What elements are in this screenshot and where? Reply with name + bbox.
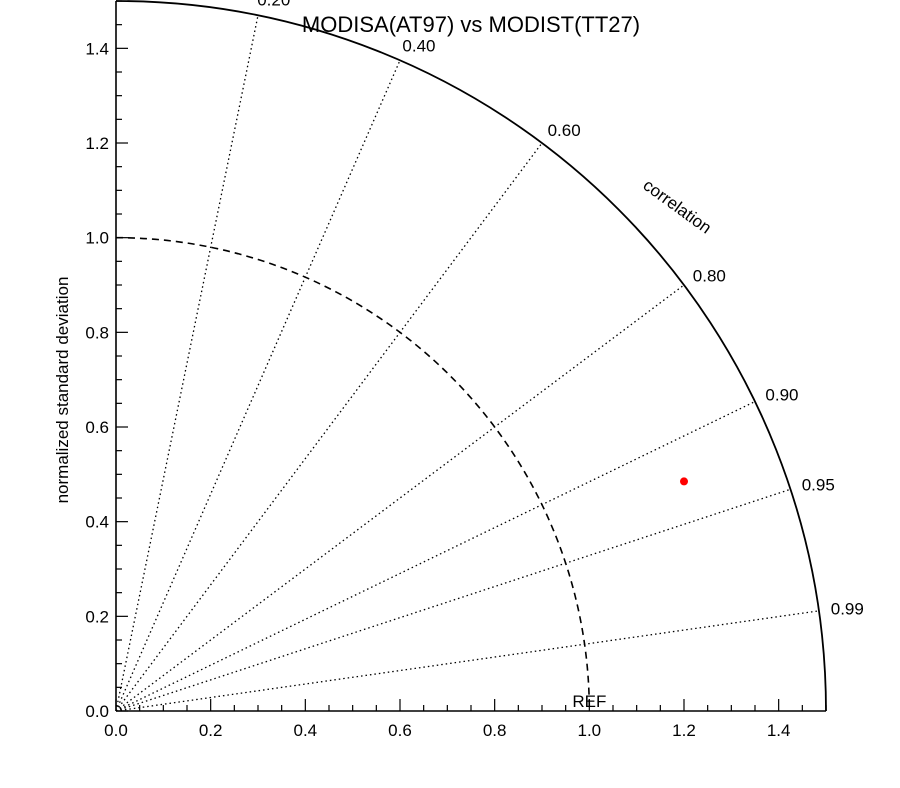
chart-title: MODISA(AT97) vs MODIST(TT27) [302,12,640,37]
correlation-tick-label: 0.60 [548,121,581,140]
correlation-ray [115,142,543,712]
x-tick-label: 0.6 [388,721,412,740]
y-tick-label: 0.8 [85,323,109,342]
y-tick-label: 1.2 [85,134,109,153]
correlation-tick-label: 0.80 [693,266,726,285]
correlation-axis-label: correlation [640,176,715,238]
y-axis-label: normalized standard deviation [53,277,72,504]
x-tick-label: 0.4 [294,721,318,740]
tick-labels: 0.0 0.2 0.4 0.6 0.8 1.0 1.2 1.4 0.0 0.2 0.4 0.6 0.8 1… [85,0,863,740]
data-points [679,477,688,486]
x-tick-label: 1.2 [672,721,696,740]
y-tick-label: 1.0 [85,229,109,248]
outer-arc [115,0,827,712]
reference-std-arc [115,236,591,712]
y-tick-label: 0.4 [85,513,109,532]
correlation-grid [115,15,819,712]
correlation-ray [115,400,756,712]
reference-label: REF [572,692,606,711]
correlation-tick-label: 0.90 [765,386,798,405]
x-tick-label: 1.0 [578,721,602,740]
data-point [679,477,688,486]
axes [115,0,827,712]
correlation-tick-label: 0.99 [831,600,864,619]
correlation-tick-label: 0.20 [257,0,290,10]
correlation-ray [115,284,685,712]
correlation-ray [115,15,259,712]
y-tick-label: 0.2 [85,607,109,626]
correlation-ray [115,60,401,712]
y-tick-label: 0.6 [85,418,109,437]
correlation-tick-label: 0.40 [402,37,435,56]
correlation-ray [115,488,791,712]
x-tick-label: 0.0 [104,721,128,740]
y-tick-label: 0.0 [85,702,109,721]
correlation-tick-label: 0.95 [802,475,835,494]
correlation-ray [115,610,819,712]
x-tick-label: 0.8 [483,721,507,740]
y-tick-label: 1.4 [85,39,109,58]
x-tick-label: 1.4 [767,721,791,740]
x-tick-label: 0.2 [199,721,223,740]
